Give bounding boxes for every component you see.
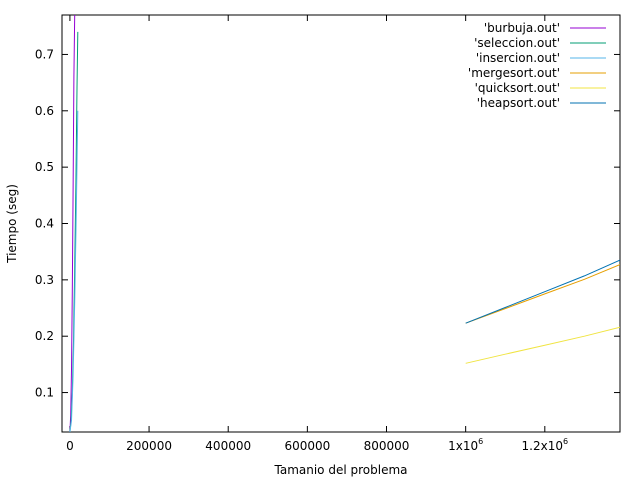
x-tick-label: 1x106 bbox=[448, 437, 483, 453]
y-tick-label: 0.4 bbox=[35, 217, 54, 231]
x-tick-exponent: 6 bbox=[563, 437, 568, 446]
x-tick-label: 800000 bbox=[364, 439, 410, 453]
x-tick-mantissa: 1.2x10 bbox=[522, 439, 563, 453]
x-tick-label: 1.2x106 bbox=[522, 437, 569, 453]
legend: 'burbuja.out''seleccion.out''insercion.o… bbox=[468, 21, 606, 110]
x-tick-label: 200000 bbox=[126, 439, 172, 453]
series-line-burbuja bbox=[69, 15, 76, 432]
y-tick-label: 0.2 bbox=[35, 329, 54, 343]
x-tick-exponent: 6 bbox=[478, 437, 483, 446]
y-tick-label: 0.1 bbox=[35, 386, 54, 400]
tick-labels: 0.1 0.2 0.3 0.4 0.5 0.6 0.7 0 200000 400000 600000… bbox=[35, 47, 568, 453]
x-axis-title: Tamanio del problema bbox=[274, 463, 408, 477]
legend-label-seleccion: 'seleccion.out' bbox=[474, 36, 560, 50]
x-tick-label: 0 bbox=[66, 439, 74, 453]
plot-area bbox=[69, 15, 620, 432]
y-axis-title: Tiempo (seg) bbox=[5, 184, 19, 264]
series-line-mergesort bbox=[465, 264, 620, 324]
y-tick-label: 0.5 bbox=[35, 160, 54, 174]
legend-label-mergesort: 'mergesort.out' bbox=[468, 66, 560, 80]
legend-label-burbuja: 'burbuja.out' bbox=[484, 21, 560, 35]
series-line-heapsort bbox=[465, 259, 620, 324]
series-line-insercion bbox=[69, 110, 79, 432]
x-tick-label: 400000 bbox=[205, 439, 251, 453]
axis-ticks bbox=[62, 15, 620, 432]
y-tick-label: 0.3 bbox=[35, 273, 54, 287]
legend-label-heapsort: 'heapsort.out' bbox=[477, 96, 560, 110]
x-tick-mantissa: 1x10 bbox=[448, 439, 478, 453]
x-tick-label: 600000 bbox=[284, 439, 330, 453]
legend-label-quicksort: 'quicksort.out' bbox=[475, 81, 560, 95]
series-line-quicksort bbox=[465, 326, 620, 364]
legend-label-insercion: 'insercion.out' bbox=[476, 51, 560, 65]
y-tick-label: 0.6 bbox=[35, 104, 54, 118]
y-tick-label: 0.7 bbox=[35, 47, 54, 61]
